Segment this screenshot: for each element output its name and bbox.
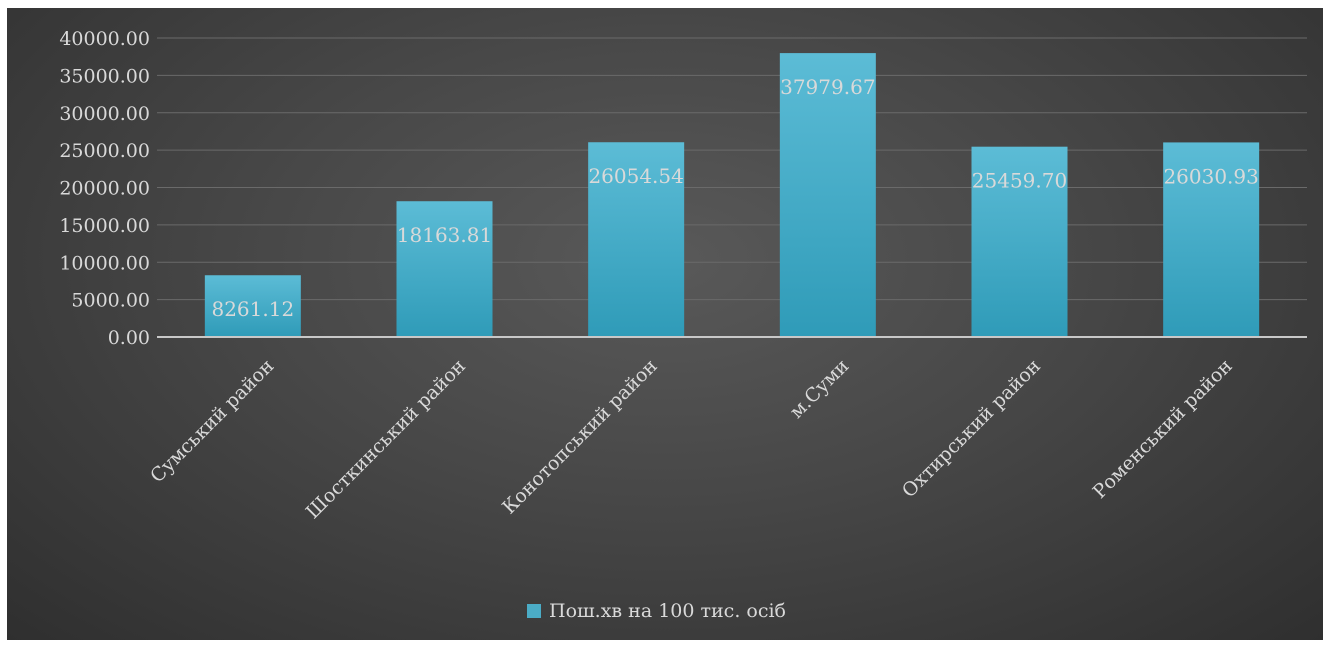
bar [779, 53, 876, 338]
legend-label: Пош.хв на 100 тис. осіб [549, 600, 786, 622]
legend-swatch [527, 604, 541, 618]
y-tick-label: 30000.00 [59, 103, 150, 125]
y-tick-label: 0.00 [108, 327, 150, 349]
data-label: 26030.93 [1163, 164, 1258, 188]
data-label: 8261.12 [211, 297, 294, 321]
bar [396, 201, 493, 337]
x-tick-label: Сумський район [146, 355, 278, 487]
data-label: 25459.70 [972, 169, 1067, 193]
data-label: 18163.81 [397, 223, 492, 247]
x-tick-label: м.Суми [785, 355, 853, 423]
bar-chart: 8261.12 18163.81 26054.54 37979.67 25459.70 2… [59, 28, 1307, 523]
chart-legend: Пош.хв на 100 тис. осіб [527, 600, 786, 622]
y-tick-label: 5000.00 [71, 290, 150, 312]
y-tick-label: 35000.00 [59, 65, 150, 87]
chart-area: 8261.12 18163.81 26054.54 37979.67 25459.70 2… [7, 8, 1323, 640]
bar [204, 275, 301, 337]
y-tick-label: 40000.00 [59, 28, 150, 50]
bar [971, 146, 1068, 337]
data-label: 37979.67 [780, 75, 875, 99]
bar [1163, 142, 1260, 337]
y-tick-label: 10000.00 [59, 252, 150, 274]
x-tick-label: Шосткинський район [302, 355, 470, 523]
x-tick-label: Роменський район [1089, 355, 1237, 503]
x-tick-label: Конотопський район [498, 355, 662, 519]
y-tick-label: 25000.00 [59, 140, 150, 162]
bar [588, 142, 685, 337]
y-tick-label: 15000.00 [59, 215, 150, 237]
data-label: 26054.54 [588, 164, 683, 188]
x-tick-label: Охтирський район [898, 355, 1045, 502]
y-tick-label: 20000.00 [59, 178, 150, 200]
